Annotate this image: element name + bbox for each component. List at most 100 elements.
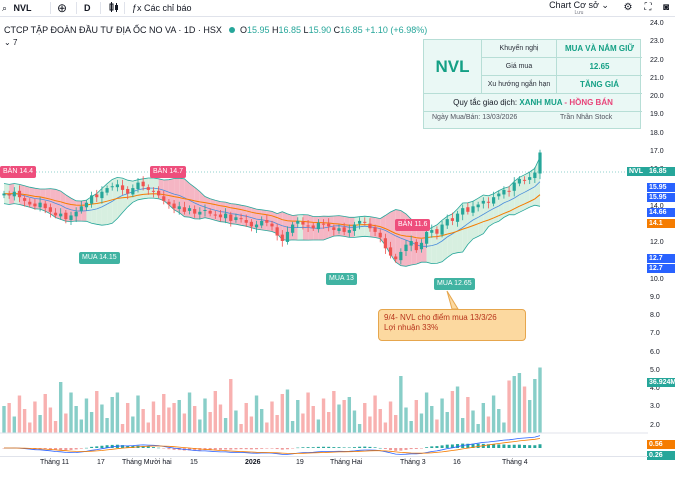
compare-symbol-button[interactable]: ⊕ [56,1,68,15]
volume-bar [466,397,470,433]
volume-badge: 36.924M [647,378,675,387]
candle-body [218,214,223,218]
price-axis[interactable]: 24.023.022.021.020.019.018.017.016.015.0… [648,17,675,455]
macd-histogram-bar [157,447,161,449]
volume-bar [517,373,522,433]
volume-bar [383,422,388,433]
price-tick: 6.0 [650,348,660,356]
volume-bar [69,392,73,433]
candle-body [203,209,207,211]
candle-body [167,201,171,205]
candle-body [12,191,16,197]
chart-type-button[interactable] [108,1,120,15]
buy-signal-label[interactable]: MUA 12.65 [434,278,475,290]
trend-row: Xu hướng ngắn hạn TĂNG GIÁ [482,76,642,94]
volume-bar [352,410,357,433]
candle-body [471,206,475,213]
macd-histogram-bar [486,444,490,448]
volume-bar [259,409,264,433]
time-tick: 17 [97,459,105,466]
price-tick: 3.0 [650,403,660,411]
volume-bar [115,392,120,433]
symbol-search-button[interactable]: ⌕ NVL [2,1,48,15]
candle-body [342,227,346,232]
volume-bar [471,410,475,433]
candle-body [450,218,454,221]
price-tick: 9.0 [650,293,660,301]
volume-bar [105,418,109,433]
sell-signal-label[interactable]: BÁN 14.7 [150,166,186,178]
volume-bar [306,392,310,433]
candle-body [512,182,516,191]
candle-body [239,218,243,220]
candle-body [115,184,119,188]
volume-bar [533,379,537,433]
settings-gear-icon[interactable]: ⚙ [623,2,633,13]
candle-body [157,190,161,196]
volume-bar [538,367,542,433]
macd-histogram-bar [270,448,274,449]
buy-signal-label[interactable]: MUA 13 [326,273,357,285]
candle-body [90,195,94,204]
candle-body [461,208,465,215]
time-tick: Tháng Mười hai [122,459,172,466]
indicators-collapse-toggle[interactable]: ⌄ 7 [4,38,18,47]
row-label: Xu hướng ngắn hạn [482,76,557,94]
sell-signal-label[interactable]: BÁN 14.4 [0,166,36,178]
fullscreen-icon[interactable]: ⛶ [644,2,652,13]
candle-body [53,212,58,216]
macd-histogram-bar [409,448,413,450]
candle-body [275,227,279,236]
macd-histogram-bar [255,448,259,450]
layout-name-label: Chart Cơ sở [549,0,599,10]
macd-histogram-bar [208,448,212,450]
volume-bar [460,418,465,433]
volume-bar [141,409,145,433]
volume-bar [445,412,449,433]
price-tick: 12.0 [650,239,664,246]
candle-body [110,186,114,188]
volume-bar [342,400,346,433]
candle-body [285,231,290,242]
candle-body [69,215,73,221]
camera-icon[interactable]: ◙ [662,2,670,13]
volume-bar [146,422,151,433]
macd-histogram-bar [327,446,331,448]
candle-body [383,238,387,249]
sell-signal-label[interactable]: BÁN 11.6 [395,219,431,231]
macd-histogram-bar [64,448,68,451]
plus-circle-icon: ⊕ [56,1,68,15]
volume-bar [89,412,94,433]
annotation-note[interactable]: 9/4- NVL cho điểm mua 13/3/26 Lợi nhuận … [378,309,526,341]
buy-signal-label[interactable]: MUA 14.15 [79,252,120,264]
volume-bar [296,400,300,433]
band-segment [431,224,437,264]
indicators-button[interactable]: ƒx Các chỉ báo [132,1,192,15]
candle-body [352,224,357,231]
volume-bar [491,395,496,433]
time-axis[interactable]: Tháng 11 17 Tháng Mười hai 15 2026 19 Tháng Ha… [0,456,648,470]
symbol-label: NVL [13,3,32,13]
macd-line [3,435,541,455]
macd-histogram-bar [404,448,408,450]
candle-body [95,194,99,198]
macd-histogram-bar [100,445,104,448]
macd-histogram-bar [229,448,233,450]
time-tick: 15 [190,459,198,466]
chevron-down-icon: ⌄ [601,0,609,10]
band-segment [328,215,334,238]
macd-histogram-bar [301,447,305,448]
macd-histogram-bar [347,447,351,449]
volume-bar [172,403,176,433]
price-tick: 19.0 [650,111,664,119]
volume-bar [136,395,140,433]
candle-body [38,202,42,208]
macd-histogram-bar [358,446,362,448]
interval-button[interactable]: D [84,3,91,13]
lower-band-badge: 12.7 [647,254,675,263]
candle-body [311,225,315,229]
layout-name-button[interactable]: Chart Cơ sở ⌄ Lưu [548,0,610,17]
time-tick: 2026 [245,459,261,466]
price-tick: 22.0 [650,56,664,64]
